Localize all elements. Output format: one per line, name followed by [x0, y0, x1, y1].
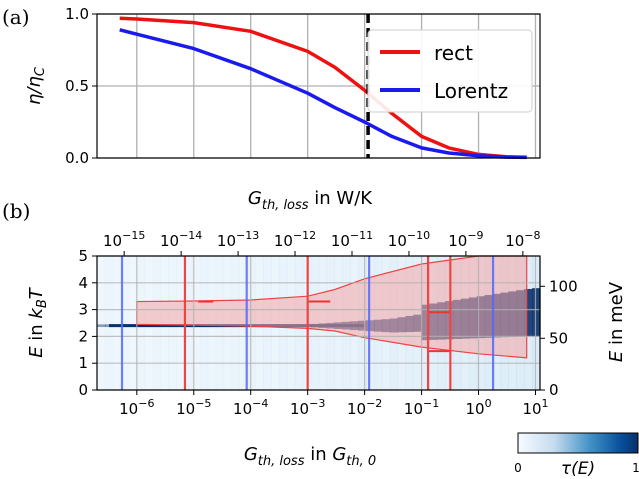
xtick-label: 100	[465, 397, 491, 418]
ytick-label: 1	[78, 354, 88, 372]
xtick-label: 10−3	[290, 397, 325, 418]
ytick-right-label: 50	[549, 329, 568, 347]
heatmap-cell	[112, 256, 122, 390]
panel-a-label: (a)	[2, 5, 30, 29]
xtick-label: 10−4	[233, 397, 268, 418]
legend-lorentz-label: Lorentz	[434, 79, 508, 103]
panel-b-ylabel: E in kBT	[26, 286, 50, 358]
panel-b-vlines	[120, 256, 495, 390]
ytick-label: 5	[78, 247, 88, 265]
panel-b-frame	[96, 255, 541, 391]
panel-b-label: (b)	[2, 199, 30, 223]
ytick-right-label: 0	[549, 381, 559, 399]
ytick-label: 0.0	[65, 149, 89, 167]
panel-b-xlabel: Gth, loss in Gth, 0	[244, 444, 376, 469]
panel-b-yticks: 0 1 2 3 4 5	[78, 247, 97, 399]
ytick-right-label: 100	[549, 277, 578, 295]
heatmap-band	[97, 324, 106, 328]
ytick-label: 0	[78, 381, 88, 399]
heatmap-cell	[97, 256, 106, 390]
panel-a: 0.0 0.5 1.0 η/ηC rect Lorentz	[24, 5, 541, 167]
legend-rect-label: rect	[434, 41, 473, 65]
series-lorentz-line	[119, 28, 527, 160]
xtick-label: 101	[522, 397, 548, 418]
xtick-top-label: 10−13	[217, 229, 259, 250]
panel-b-top-xlabel: Gth, loss in W/K	[248, 188, 373, 213]
ytick-label: 0.5	[65, 77, 89, 95]
panel-a-legend: rect Lorentz	[367, 29, 533, 113]
heatmap-band	[532, 288, 541, 337]
panel-b-xticks: 10−6 10−5 10−4 10−3 10−2 10−1 100 101	[119, 390, 549, 418]
ytick-label: 4	[78, 274, 88, 292]
panel-a-yticks: 0.0 0.5 1.0	[65, 5, 97, 167]
panel-b-xticks-top: 10−15 10−14 10−13 10−12 10−11 10−10 10−9 10−8	[103, 229, 541, 256]
panel-a-ylabel: η/ηC	[24, 66, 48, 105]
ytick-label: 1.0	[65, 5, 89, 23]
heatmap-cell	[120, 256, 130, 390]
xtick-label: 10−6	[119, 397, 154, 418]
xtick-top-label: 10−12	[274, 229, 316, 250]
xtick-top-label: 10−8	[505, 229, 540, 250]
colorbar-label: τ(E)	[561, 459, 595, 479]
heatmap-cell	[104, 256, 114, 390]
xtick-top-label: 10−11	[331, 229, 373, 250]
ytick-label: 2	[78, 327, 88, 345]
colorbar-max: 1	[632, 461, 639, 475]
xtick-top-label: 10−10	[388, 229, 430, 250]
xtick-label: 10−5	[176, 397, 211, 418]
xtick-top-label: 10−15	[103, 229, 145, 250]
xtick-top-label: 10−14	[160, 229, 202, 250]
colorbar-min: 0	[514, 461, 522, 475]
heatmap-band	[524, 288, 533, 337]
colorbar-gradient	[517, 432, 639, 454]
xtick-label: 10−2	[347, 397, 382, 418]
ytick-label: 3	[78, 301, 88, 319]
xtick-top-label: 10−9	[448, 229, 483, 250]
heatmap-cell	[128, 256, 138, 390]
panel-b-yticks-right: 0 50 100	[540, 277, 578, 399]
panel-b-right-ylabel: E in meV	[606, 281, 627, 362]
colorbar: 0 τ(E) 1	[514, 432, 639, 479]
xtick-label: 10−1	[404, 397, 439, 418]
